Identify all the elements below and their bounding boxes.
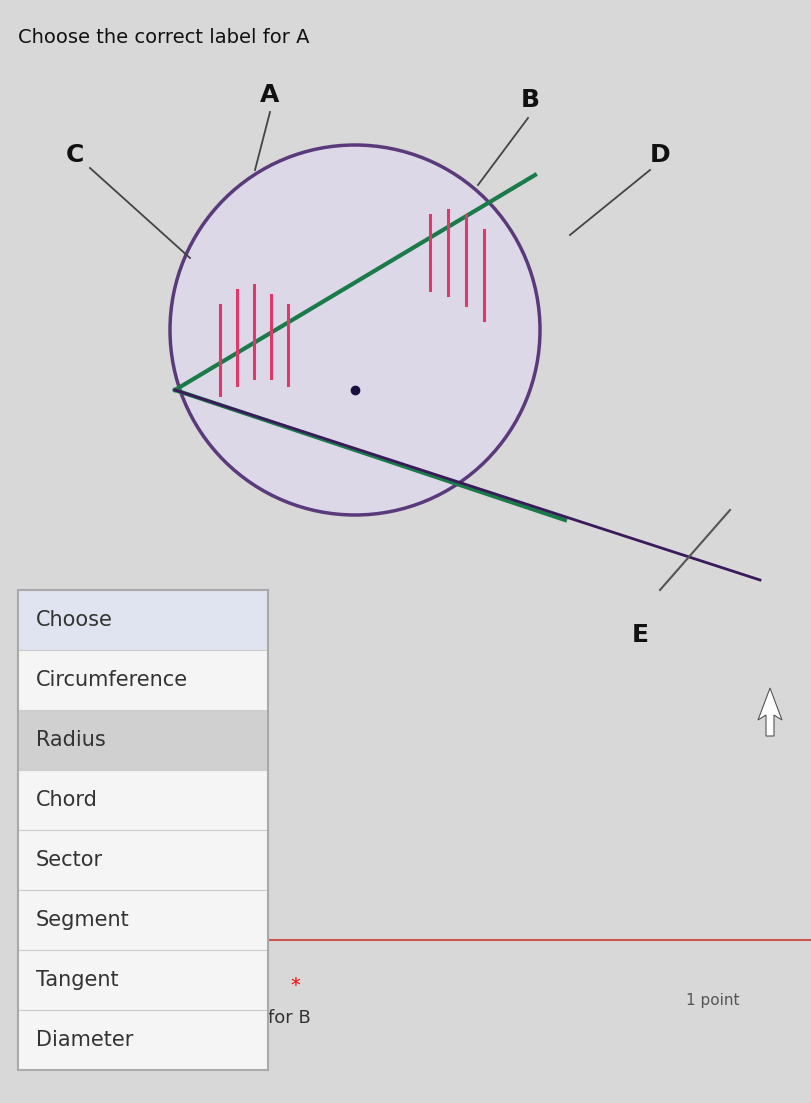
Text: Circumference: Circumference: [36, 670, 188, 690]
Text: B: B: [520, 88, 539, 113]
Polygon shape: [757, 688, 781, 736]
Text: Radius: Radius: [36, 730, 105, 750]
Text: *: *: [290, 975, 299, 995]
Text: Chord: Chord: [36, 790, 98, 810]
FancyBboxPatch shape: [18, 829, 268, 890]
FancyBboxPatch shape: [18, 710, 268, 770]
FancyBboxPatch shape: [18, 770, 268, 829]
Text: Sector: Sector: [36, 850, 103, 870]
FancyBboxPatch shape: [18, 1010, 268, 1070]
FancyBboxPatch shape: [18, 950, 268, 1010]
Text: C: C: [66, 143, 84, 167]
Text: E: E: [631, 623, 648, 647]
Text: A: A: [260, 83, 279, 107]
Text: D: D: [649, 143, 670, 167]
Text: for B: for B: [268, 1009, 311, 1027]
Text: Tangent: Tangent: [36, 970, 118, 990]
Text: Segment: Segment: [36, 910, 130, 930]
FancyBboxPatch shape: [18, 590, 268, 650]
FancyBboxPatch shape: [18, 890, 268, 950]
Text: Choose: Choose: [36, 610, 113, 630]
Text: 1 point: 1 point: [685, 993, 739, 1007]
FancyBboxPatch shape: [18, 590, 268, 1070]
Circle shape: [169, 144, 539, 515]
Text: Choose the correct label for A: Choose the correct label for A: [18, 28, 309, 47]
FancyBboxPatch shape: [18, 650, 268, 710]
Text: Diameter: Diameter: [36, 1030, 133, 1050]
